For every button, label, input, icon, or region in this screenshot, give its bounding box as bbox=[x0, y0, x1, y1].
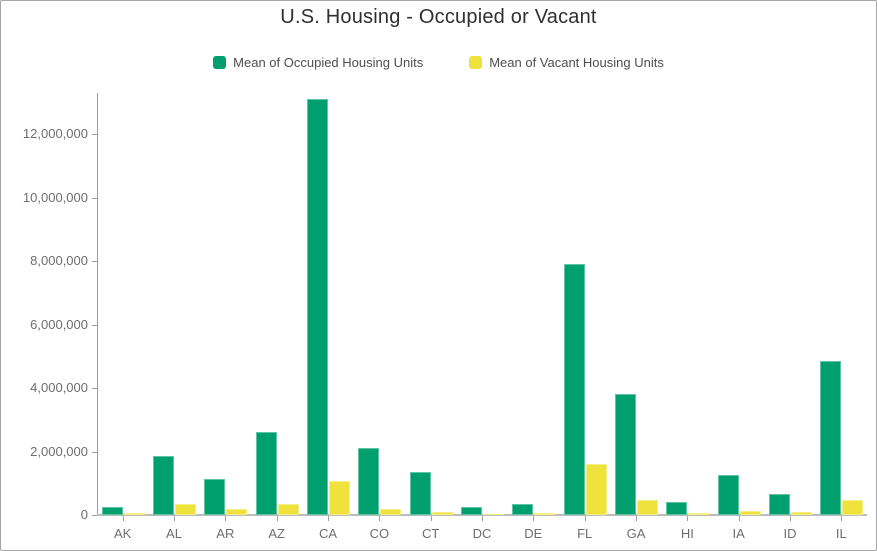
bar-occupied-AL[interactable] bbox=[153, 456, 174, 515]
bar-occupied-ID[interactable] bbox=[769, 494, 790, 515]
legend-item-occupied[interactable]: Mean of Occupied Housing Units bbox=[213, 55, 423, 70]
x-axis-tick-AR bbox=[225, 516, 227, 521]
bar-occupied-CA[interactable] bbox=[307, 99, 328, 515]
y-axis-line bbox=[97, 93, 98, 516]
y-axis-label: 12,000,000 bbox=[22, 126, 88, 141]
x-axis-label-CA: CA bbox=[318, 526, 338, 541]
bar-occupied-CO[interactable] bbox=[358, 448, 380, 515]
legend-item-vacant[interactable]: Mean of Vacant Housing Units bbox=[469, 55, 664, 70]
bar-occupied-IA[interactable] bbox=[717, 475, 739, 515]
x-axis-label-ID: ID bbox=[783, 526, 797, 541]
y-axis-label: 10,000,000 bbox=[22, 189, 88, 205]
bar-vacant-CO[interactable] bbox=[380, 509, 402, 515]
y-axis-tick bbox=[92, 134, 97, 135]
legend-swatch-vacant bbox=[469, 56, 483, 69]
y-axis-tick bbox=[92, 388, 97, 389]
x-axis-label-IA: IA bbox=[732, 526, 745, 541]
y-axis-label: 8,000,000 bbox=[30, 253, 88, 268]
legend-swatch-occupied bbox=[213, 56, 227, 69]
x-axis-label-IL: IL bbox=[835, 526, 847, 541]
x-axis-tick-DC bbox=[482, 516, 483, 521]
bar-occupied-GA[interactable] bbox=[615, 394, 636, 515]
y-axis-tick bbox=[92, 451, 97, 453]
x-axis-label-AL: AL bbox=[166, 526, 182, 541]
bar-occupied-FL[interactable] bbox=[563, 264, 585, 515]
x-axis-label-CO: CO bbox=[369, 526, 390, 541]
bar-occupied-AZ[interactable] bbox=[255, 432, 277, 515]
bar-vacant-CA[interactable] bbox=[329, 481, 350, 515]
y-axis-tick bbox=[92, 261, 97, 262]
bar-vacant-DC[interactable] bbox=[483, 514, 504, 515]
bar-occupied-DE[interactable] bbox=[512, 503, 534, 515]
bar-vacant-CT[interactable] bbox=[431, 511, 453, 515]
bar-vacant-IA[interactable] bbox=[739, 510, 761, 515]
bar-occupied-IL[interactable] bbox=[820, 361, 842, 515]
x-axis-label-AK: AK bbox=[113, 526, 132, 541]
x-axis-tick-DE bbox=[533, 516, 535, 521]
x-axis-tick-HI bbox=[687, 516, 689, 521]
bar-vacant-DE[interactable] bbox=[534, 512, 556, 515]
x-axis-tick-GA bbox=[636, 516, 637, 521]
bar-vacant-HI[interactable] bbox=[688, 512, 710, 515]
bar-vacant-IL[interactable] bbox=[842, 500, 864, 515]
y-axis-label: 6,000,000 bbox=[30, 316, 88, 332]
x-axis-label-FL: FL bbox=[577, 526, 593, 541]
x-axis-label-DC: DC bbox=[472, 526, 492, 541]
x-axis-line bbox=[97, 514, 867, 516]
bar-occupied-AK[interactable] bbox=[101, 507, 123, 515]
x-axis-label-AR: AR bbox=[216, 526, 235, 541]
chart-title: U.S. Housing - Occupied or Vacant bbox=[280, 6, 597, 28]
x-axis-label-CT: CT bbox=[421, 526, 440, 541]
bar-occupied-AR[interactable] bbox=[204, 479, 226, 515]
chart-legend: Mean of Occupied Housing Units Mean of Va… bbox=[1, 55, 876, 70]
y-axis-label: 2,000,000 bbox=[30, 443, 88, 459]
y-axis-tick bbox=[92, 324, 97, 326]
x-axis-label-AZ: AZ bbox=[268, 526, 285, 541]
bar-occupied-CT[interactable] bbox=[409, 472, 431, 515]
x-axis-label-HI: HI bbox=[680, 526, 694, 541]
x-axis-tick-IL bbox=[841, 516, 843, 521]
y-axis-tick bbox=[92, 197, 97, 199]
x-axis-tick-CO bbox=[379, 516, 381, 521]
bar-vacant-AR[interactable] bbox=[226, 509, 248, 515]
bar-vacant-AZ[interactable] bbox=[277, 503, 299, 515]
x-axis-tick-CA bbox=[328, 516, 329, 521]
x-axis-tick-AL bbox=[174, 516, 175, 521]
bar-vacant-AL[interactable] bbox=[175, 503, 196, 515]
bar-vacant-ID[interactable] bbox=[791, 512, 812, 515]
x-axis-label-GA: GA bbox=[626, 526, 646, 541]
x-axis-tick-AK bbox=[122, 516, 124, 521]
y-axis-tick bbox=[92, 515, 97, 516]
x-axis-tick-IA bbox=[738, 516, 740, 521]
bar-vacant-AK[interactable] bbox=[123, 512, 145, 515]
bar-occupied-HI[interactable] bbox=[666, 501, 688, 515]
x-axis-tick-ID bbox=[790, 516, 791, 521]
y-axis-label: 0 bbox=[80, 507, 88, 522]
legend-label-occupied: Mean of Occupied Housing Units bbox=[233, 55, 424, 70]
x-axis-tick-CT bbox=[430, 516, 432, 521]
x-axis-label-DE: DE bbox=[524, 526, 543, 541]
bar-vacant-FL[interactable] bbox=[585, 463, 607, 515]
y-axis-label: 4,000,000 bbox=[30, 380, 88, 395]
x-axis-tick-FL bbox=[584, 516, 586, 521]
legend-label-vacant: Mean of Vacant Housing Units bbox=[489, 55, 664, 70]
bar-vacant-GA[interactable] bbox=[637, 500, 658, 515]
x-axis-tick-AZ bbox=[276, 516, 278, 521]
bar-occupied-DC[interactable] bbox=[461, 506, 482, 515]
